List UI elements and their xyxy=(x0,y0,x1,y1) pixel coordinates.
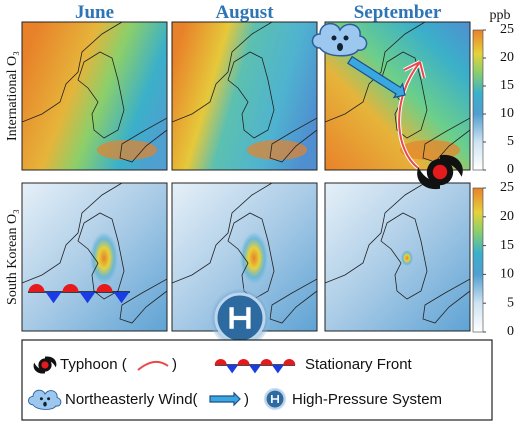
wind-arrow xyxy=(209,391,241,407)
cloud-eye xyxy=(47,397,51,401)
coastline xyxy=(119,117,168,163)
column-title: September xyxy=(354,2,442,23)
colorbar xyxy=(472,29,484,171)
row-label: International O₃ xyxy=(5,51,20,141)
colorbar-tick-label: 20 xyxy=(500,209,514,224)
panel-frame xyxy=(324,182,471,332)
map-panel xyxy=(324,182,471,332)
wind-cloud-icon xyxy=(311,22,368,57)
coastline xyxy=(422,117,471,163)
map-panel xyxy=(21,21,168,171)
coastline xyxy=(269,117,318,163)
legend-label: Northeasterly Wind( xyxy=(65,391,198,408)
coastline xyxy=(227,51,275,139)
panel-frame xyxy=(324,21,471,171)
typhoon-icon xyxy=(417,154,463,190)
map-panel xyxy=(21,182,168,332)
warm-lobe xyxy=(283,359,296,365)
wind-cloud-icon xyxy=(28,389,62,410)
legend-label: Stationary Front xyxy=(305,356,413,373)
panel-frame xyxy=(171,21,318,171)
legend-box xyxy=(21,339,493,421)
colorbar-tick-label: 5 xyxy=(507,295,514,310)
warm-lobe xyxy=(260,359,273,365)
map-panel xyxy=(171,21,318,171)
row-label: South Korean O₃ xyxy=(5,209,20,305)
stationary-front xyxy=(214,359,296,374)
coastline xyxy=(119,278,168,324)
legend-label: High-Pressure System xyxy=(292,391,442,408)
colorbar-tick-label: 0 xyxy=(507,324,514,339)
ozone-hotspot xyxy=(401,250,413,266)
coastline xyxy=(380,212,428,300)
typhoon-arm xyxy=(33,356,57,374)
colorbar-tick-label: 10 xyxy=(500,106,514,121)
cloud-eye xyxy=(39,397,43,401)
coastline xyxy=(77,51,125,139)
stationary-front xyxy=(28,284,130,304)
cloud xyxy=(311,22,368,57)
typhoon-arm xyxy=(417,154,463,190)
typhoon-icon xyxy=(33,356,57,374)
ozone-hotspot xyxy=(240,232,268,284)
warm-lobe xyxy=(28,284,45,292)
legend-label: ) xyxy=(172,356,177,373)
cloud xyxy=(28,389,62,410)
colorbar-tick-label: 25 xyxy=(500,22,514,37)
coastline xyxy=(269,278,318,324)
typhoon-track xyxy=(137,360,169,371)
colorbar-tick-label: 20 xyxy=(500,50,514,65)
h-letter xyxy=(229,307,251,329)
legend-label: ) xyxy=(244,391,249,408)
cloud-eye xyxy=(331,35,337,41)
coastline xyxy=(21,182,123,284)
cold-tooth xyxy=(45,292,62,304)
colorbar-tick-label: 15 xyxy=(500,78,514,93)
column-title: August xyxy=(215,2,274,23)
colorbar-tick-label: 25 xyxy=(500,180,514,195)
column-title: June xyxy=(75,2,114,23)
high-ozone-area xyxy=(247,140,307,160)
cloud-mouth xyxy=(337,43,343,51)
high-pressure-icon xyxy=(210,288,270,348)
panel-frame xyxy=(21,182,168,332)
cold-tooth xyxy=(113,292,130,304)
typhoon-track xyxy=(398,61,425,169)
cold-tooth xyxy=(249,365,261,374)
legend-label: Typhoon ( xyxy=(60,356,127,373)
colorbar-tick-label: 10 xyxy=(500,267,514,282)
wind-arrow xyxy=(347,55,406,99)
colorbar-tick-label: 15 xyxy=(500,238,514,253)
warm-lobe xyxy=(214,359,227,365)
coastline xyxy=(77,212,125,300)
colorbar-tick-label: 5 xyxy=(507,134,514,149)
coastline xyxy=(422,278,471,324)
coastline xyxy=(171,182,273,284)
high-pressure-icon xyxy=(263,387,287,411)
map-field xyxy=(325,183,470,331)
cold-tooth xyxy=(226,365,239,374)
warm-lobe xyxy=(62,284,79,292)
panel-frame xyxy=(21,21,168,171)
coastline xyxy=(21,21,123,123)
cold-tooth xyxy=(79,292,96,304)
colorbar-unit: ppb xyxy=(490,8,511,23)
h-letter xyxy=(271,394,279,404)
colorbar-tick-label: 0 xyxy=(507,162,514,177)
high-ozone-area xyxy=(97,140,157,160)
coastline xyxy=(324,182,426,284)
warm-lobe xyxy=(96,284,113,292)
typhoon-eye xyxy=(41,361,49,369)
cold-tooth xyxy=(271,365,284,374)
warm-lobe xyxy=(237,359,250,365)
colorbar xyxy=(472,187,484,333)
typhoon-eye xyxy=(432,164,448,180)
cloud-mouth xyxy=(43,401,47,407)
cloud-eye xyxy=(343,35,349,41)
ozone-hotspot xyxy=(90,232,118,284)
coastline xyxy=(171,21,273,123)
